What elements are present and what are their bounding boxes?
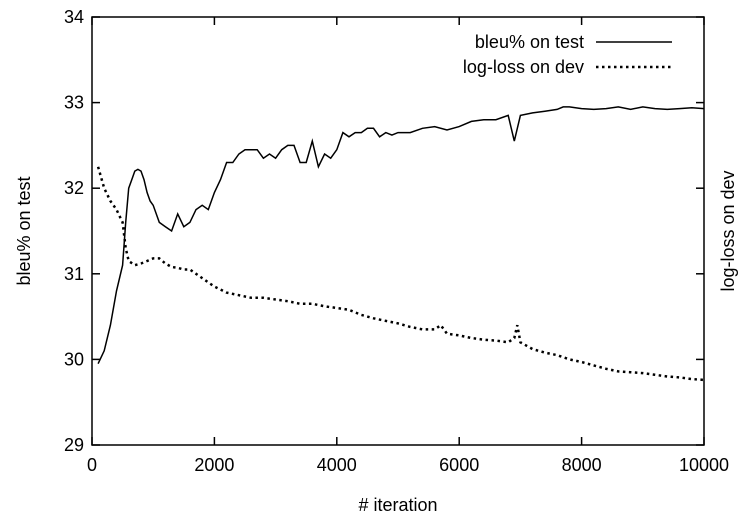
series-line-bleu — [97, 106, 705, 365]
y-tick-label: 29 — [64, 435, 84, 455]
legend-label-logloss: log-loss on dev — [463, 57, 584, 77]
y-axis-title: bleu% on test — [14, 176, 34, 285]
legend: bleu% on test log-loss on dev — [463, 32, 672, 77]
plot-frame — [91, 16, 705, 446]
y-tick-label: 30 — [64, 349, 84, 369]
y-tick-label: 34 — [64, 7, 84, 27]
legend-label-bleu: bleu% on test — [475, 32, 584, 52]
series-layer — [96, 106, 705, 382]
x-tick-label: 8000 — [562, 455, 602, 475]
x-tick-label: 4000 — [317, 455, 357, 475]
y-tick-label: 32 — [64, 178, 84, 198]
x-tick-label: 10000 — [679, 455, 729, 475]
x-tick-label: 6000 — [439, 455, 479, 475]
x-axis-ticks: 0 2000 4000 6000 8000 10000 — [87, 17, 729, 475]
series-line-logloss — [96, 166, 705, 382]
y-tick-label: 33 — [64, 93, 84, 113]
x-axis-title: # iteration — [358, 495, 437, 515]
x-tick-label: 0 — [87, 455, 97, 475]
x-tick-label: 2000 — [194, 455, 234, 475]
y-axis-ticks: 29 30 31 32 33 34 — [64, 7, 704, 455]
y2-axis-title: log-loss on dev — [718, 170, 738, 291]
y-tick-label: 31 — [64, 264, 84, 284]
